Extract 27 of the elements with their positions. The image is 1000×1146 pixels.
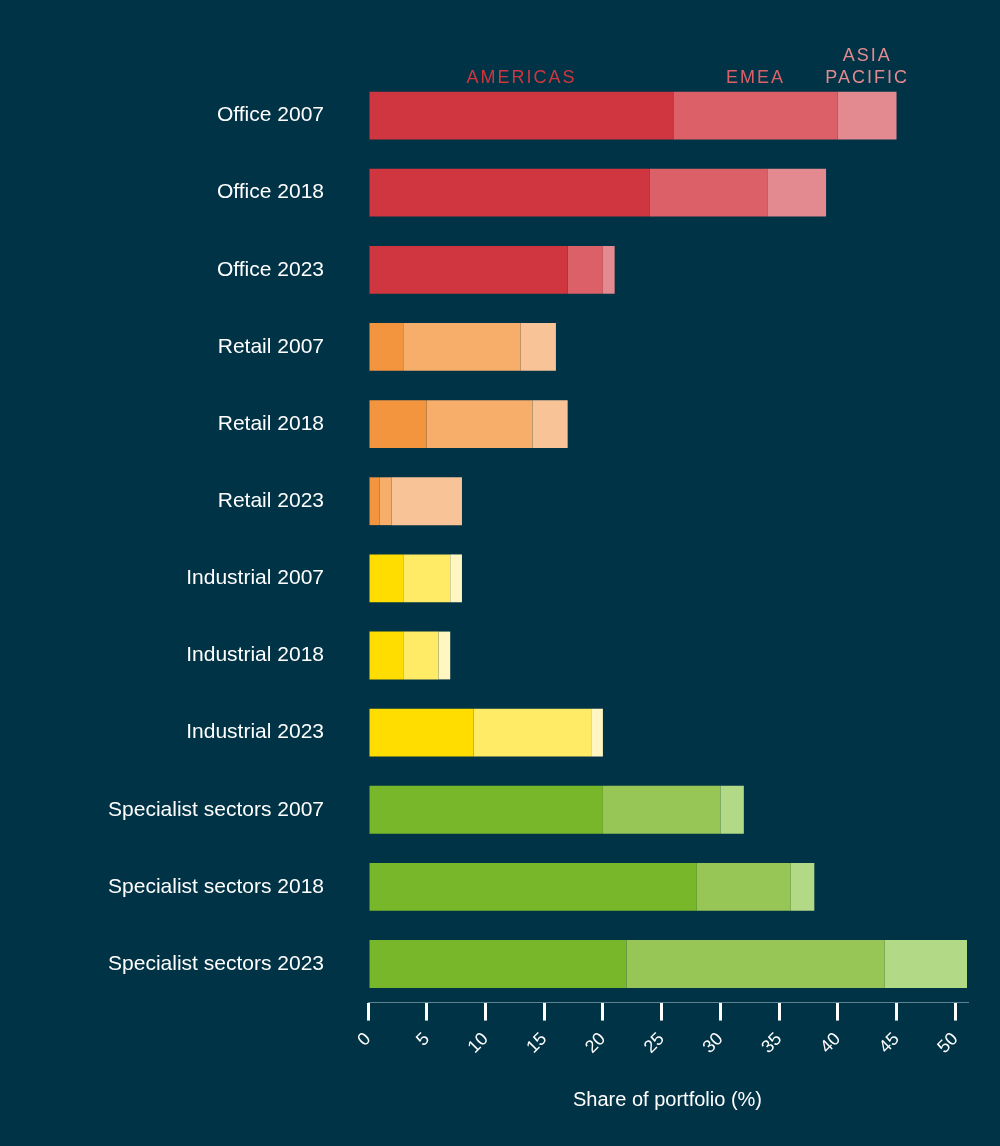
y-tick-label: Office 2018 (216, 179, 324, 203)
y-tick-label: Retail 2018 (217, 410, 324, 434)
y-tick-label: Office 2023 (216, 256, 324, 280)
x-tick-label: 0 (353, 1028, 375, 1050)
x-tick-label: 5 (411, 1028, 434, 1050)
y-tick-label: Office 2007 (216, 102, 324, 126)
x-tick-label: 25 (639, 1028, 668, 1057)
x-tick-label: 45 (874, 1028, 903, 1057)
y-tick-label: Retail 2007 (217, 333, 324, 357)
y-tick-label: Retail 2023 (217, 488, 324, 512)
y-tick-label: Industrial 2023 (186, 719, 324, 743)
x-tick-label: 30 (698, 1028, 727, 1057)
x-tick-label: 20 (580, 1028, 610, 1057)
series-label: ASIA PACIFIC (825, 44, 909, 87)
y-tick-label: Specialist sectors 2023 (108, 950, 324, 974)
y-tick-label: Industrial 2007 (186, 565, 324, 589)
x-tick-label: 50 (933, 1028, 962, 1057)
y-tick-label: Industrial 2018 (186, 642, 324, 666)
x-tick-label: 35 (757, 1028, 786, 1057)
x-tick-label: 10 (463, 1028, 492, 1057)
x-tick-label: 15 (522, 1028, 551, 1057)
y-tick-label: Specialist sectors 2007 (108, 796, 324, 820)
x-axis-title: Share of portfolio (%) (573, 1087, 762, 1110)
series-label: EMEA (726, 66, 786, 87)
y-tick-label: Specialist sectors 2018 (108, 873, 324, 897)
x-tick-label: 40 (815, 1028, 845, 1057)
series-label: AMERICAS (466, 66, 577, 87)
